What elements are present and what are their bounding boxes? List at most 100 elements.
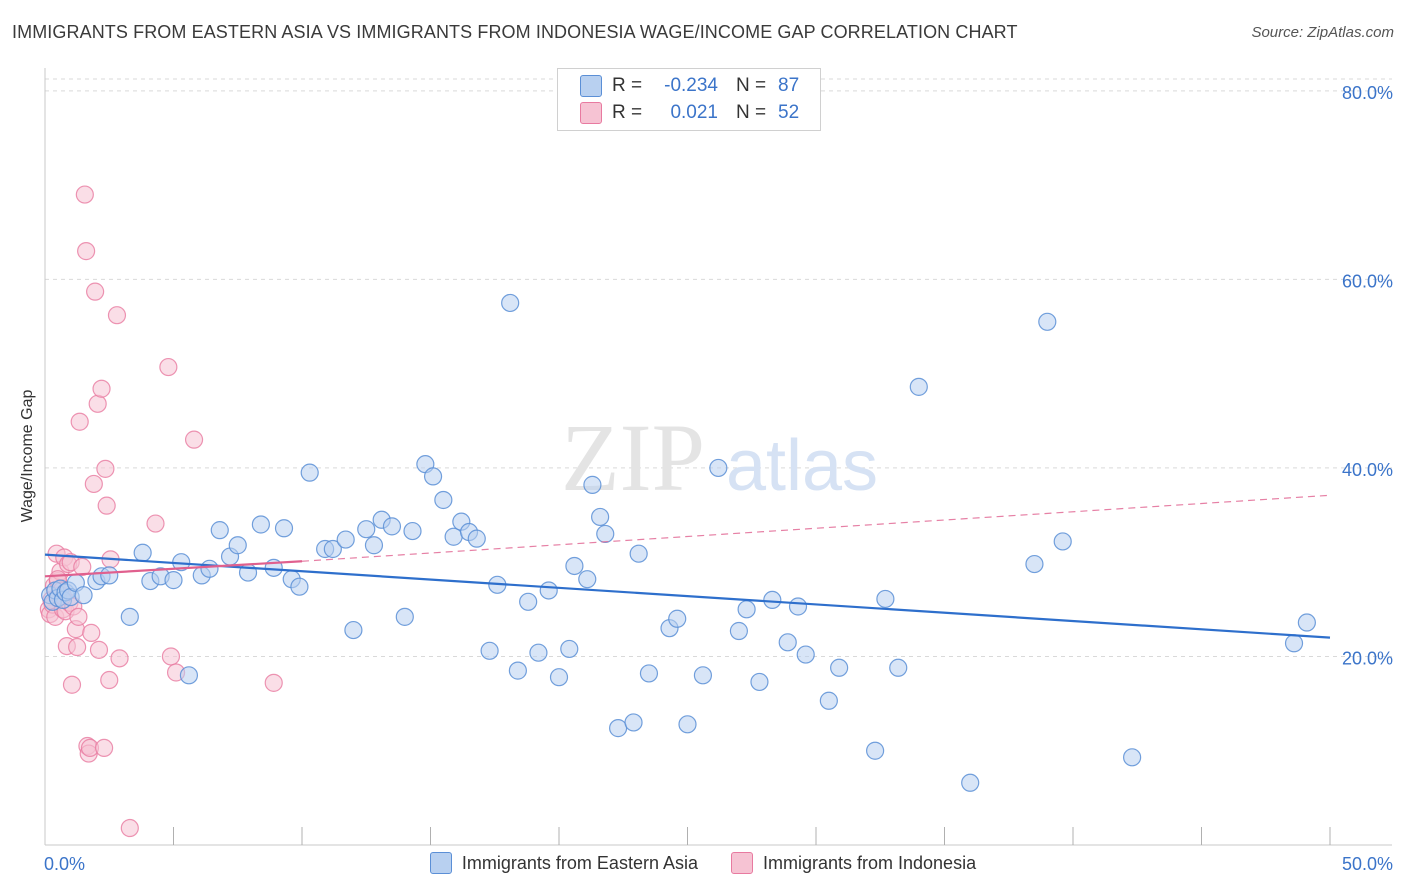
- eastern-asia-point: [1297, 613, 1316, 632]
- indonesia-trend-extension: [301, 494, 1331, 562]
- eastern-asia-point: [961, 773, 980, 792]
- legend-item-indonesia[interactable]: Immigrants from Indonesia: [731, 852, 976, 875]
- eastern-asia-point: [591, 507, 610, 527]
- indonesia-points: [39, 185, 283, 838]
- x-tick-label-min: 0.0%: [44, 854, 85, 874]
- eastern-asia-point: [120, 607, 139, 626]
- indonesia-trend-line: [44, 560, 303, 578]
- indonesia-point: [86, 282, 105, 301]
- eastern-asia-point: [164, 571, 183, 590]
- n-value: 87: [778, 75, 800, 97]
- eastern-asia-point: [729, 621, 749, 641]
- eastern-asia-points: [41, 293, 1316, 792]
- eastern-asia-point: [583, 475, 602, 494]
- eastern-asia-point: [179, 666, 199, 685]
- eastern-asia-point: [344, 620, 363, 640]
- y-tick-label: 60.0%: [1342, 271, 1393, 291]
- eastern-asia-point: [629, 544, 648, 563]
- eastern-asia-point: [778, 633, 797, 652]
- eastern-asia-point: [819, 691, 838, 710]
- r-value: 0.021: [670, 102, 718, 124]
- eastern-asia-point: [300, 463, 319, 482]
- eastern-asia-point: [693, 666, 713, 685]
- eastern-asia-point: [678, 715, 697, 734]
- indonesia-legend-swatch: [731, 852, 753, 875]
- eastern-asia-legend-swatch: [429, 852, 452, 875]
- indonesia-point: [96, 459, 115, 478]
- indonesia-swatch: [580, 102, 602, 124]
- eastern-asia-point: [336, 530, 355, 549]
- indonesia-point: [68, 637, 87, 657]
- eastern-asia-point: [200, 559, 219, 578]
- y-tick-label: 20.0%: [1342, 648, 1393, 668]
- indonesia-point: [184, 430, 204, 449]
- indonesia-point: [161, 647, 181, 666]
- indonesia-point: [110, 649, 129, 668]
- r-value: -0.234: [664, 75, 718, 97]
- indonesia-point: [70, 412, 89, 431]
- legend-item-eastern-asia[interactable]: Immigrants from Eastern Asia: [429, 852, 698, 875]
- n-label: N =: [736, 102, 767, 124]
- eastern-asia-point: [549, 668, 569, 687]
- eastern-asia-point: [876, 589, 895, 609]
- eastern-asia-point: [274, 519, 294, 538]
- indonesia-point: [69, 607, 88, 626]
- axes: [44, 68, 1392, 846]
- eastern-asia-point: [830, 658, 849, 677]
- indonesia-point: [107, 306, 127, 325]
- indonesia-point: [62, 675, 82, 694]
- chart-title: IMMIGRANTS FROM EASTERN ASIA VS IMMIGRAN…: [12, 22, 1018, 42]
- trend-lines: [44, 494, 1331, 639]
- eastern-asia-point: [519, 592, 538, 611]
- n-label: N =: [736, 75, 767, 97]
- eastern-asia-point: [596, 524, 615, 544]
- indonesia-point: [95, 738, 114, 758]
- eastern-asia-point: [560, 639, 579, 659]
- n-value: 52: [778, 102, 800, 124]
- series-legend: Immigrants from Eastern Asia Immigrants …: [0, 852, 1406, 875]
- stats-row-indonesia: R = 0.021 N = 52: [580, 102, 799, 126]
- indonesia-point: [97, 496, 116, 515]
- indonesia-point: [120, 818, 139, 838]
- eastern-asia-point: [737, 600, 756, 619]
- source-label: Source: ZipAtlas.com: [1251, 24, 1394, 41]
- indonesia-point: [84, 474, 103, 494]
- eastern-asia-point: [228, 536, 247, 555]
- indonesia-point: [89, 640, 109, 659]
- eastern-asia-point: [1284, 634, 1304, 653]
- indonesia-point: [146, 514, 165, 533]
- eastern-asia-point: [909, 377, 928, 396]
- eastern-asia-point: [539, 581, 558, 600]
- indonesia-point: [88, 394, 107, 413]
- eastern-asia-point: [788, 597, 808, 616]
- y-tick-label: 80.0%: [1342, 83, 1393, 103]
- y-tick-label: 40.0%: [1342, 460, 1393, 480]
- watermark: ZIP atlas: [561, 404, 878, 511]
- eastern-asia-point: [609, 719, 628, 738]
- eastern-asia-point: [1025, 554, 1044, 574]
- eastern-asia-point: [467, 529, 486, 548]
- eastern-asia-point: [866, 741, 885, 760]
- eastern-asia-point: [508, 661, 527, 680]
- watermark-atlas: atlas: [726, 426, 878, 506]
- eastern-asia-point: [434, 490, 453, 510]
- eastern-asia-point: [210, 521, 229, 540]
- eastern-asia-swatch: [580, 75, 602, 97]
- eastern-asia-point: [100, 566, 119, 585]
- eastern-asia-point: [668, 609, 687, 628]
- r-label: R =: [612, 102, 643, 124]
- indonesia-point: [82, 623, 101, 642]
- x-tick-label-max: 50.0%: [1342, 854, 1393, 874]
- eastern-asia-point: [796, 645, 815, 664]
- eastern-asia-point: [444, 527, 463, 546]
- eastern-asia-point: [290, 577, 309, 596]
- eastern-asia-trend-line: [44, 553, 1331, 639]
- eastern-asia-point: [395, 607, 414, 626]
- eastern-asia-point: [529, 643, 548, 662]
- eastern-asia-point: [423, 467, 443, 486]
- eastern-asia-point: [624, 713, 643, 732]
- eastern-asia-point: [709, 458, 728, 478]
- eastern-asia-point: [501, 293, 520, 313]
- eastern-asia-point: [480, 641, 499, 660]
